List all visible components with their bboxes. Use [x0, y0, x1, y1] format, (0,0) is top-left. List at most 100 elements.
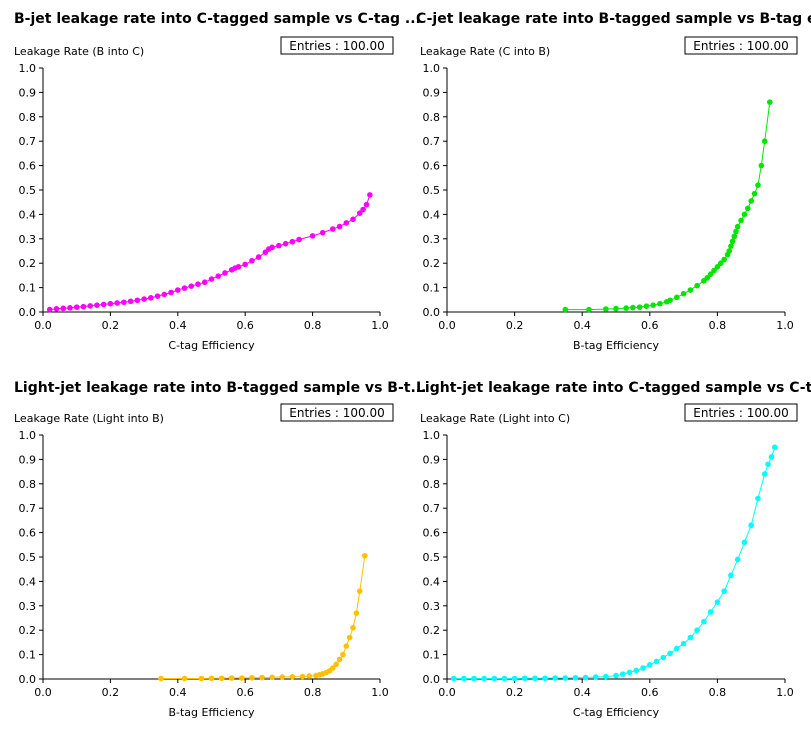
data-point: [141, 296, 147, 302]
data-point: [650, 302, 656, 308]
data-point: [269, 244, 275, 251]
data-point: [148, 295, 154, 301]
data-point: [748, 522, 754, 529]
x-tick-label: 0.6: [236, 319, 254, 332]
data-point: [333, 661, 339, 668]
data-point: [501, 675, 508, 682]
data-point: [674, 645, 680, 652]
data-point: [630, 304, 636, 311]
y-tick-label: 0.3: [19, 600, 37, 613]
data-point: [249, 257, 255, 264]
data-point: [687, 287, 694, 293]
entries-box: [684, 36, 798, 55]
data-point: [721, 588, 727, 594]
data-point: [356, 588, 363, 594]
y-tick-label: 0.7: [19, 502, 37, 515]
data-point: [279, 674, 286, 680]
chart-1: B-jet leakage rate into C-tagged sample …: [14, 11, 421, 352]
y-tick-label: 0.7: [423, 135, 441, 148]
data-point: [296, 236, 302, 243]
data-point: [353, 610, 360, 616]
data-point: [586, 306, 592, 313]
data-point: [450, 675, 457, 682]
data-point: [306, 673, 313, 679]
data-point: [728, 572, 734, 579]
x-tick-label: 0.2: [102, 686, 120, 699]
x-axis-title: B-tag Efficiency: [573, 339, 660, 352]
x-tick-label: 0.2: [506, 319, 524, 332]
x-tick-label: 0.6: [236, 686, 254, 699]
data-point: [46, 306, 53, 313]
data-point: [745, 205, 751, 212]
data-point: [728, 243, 734, 249]
y-tick-label: 0.4: [423, 575, 441, 588]
data-point: [582, 674, 589, 681]
data-point: [761, 138, 768, 144]
data-point: [768, 454, 775, 460]
data-point: [208, 276, 215, 282]
x-tick-label: 1.0: [371, 319, 389, 332]
data-point: [572, 674, 579, 681]
x-tick-label: 1.0: [371, 686, 389, 699]
data-point: [154, 293, 161, 299]
y-tick-label: 0.8: [19, 478, 37, 491]
data-point: [761, 471, 768, 477]
data-point: [653, 658, 660, 665]
data-point: [707, 609, 714, 615]
data-point: [367, 192, 373, 198]
data-point: [741, 539, 748, 546]
data-point: [362, 552, 368, 559]
data-point: [107, 300, 114, 307]
data-point: [701, 618, 707, 625]
data-point: [87, 303, 93, 309]
y-tick-label: 0.4: [19, 575, 37, 588]
y-tick-label: 0.1: [19, 282, 37, 295]
data-point: [80, 303, 87, 310]
data-point: [330, 665, 336, 671]
data-point: [168, 289, 174, 296]
data-point: [222, 270, 228, 276]
data-point: [613, 672, 619, 679]
data-point: [511, 675, 518, 682]
data-point: [755, 495, 761, 502]
data-point: [181, 675, 188, 682]
y-tick-label: 0.8: [19, 111, 37, 124]
data-point: [755, 182, 761, 188]
data-point: [175, 287, 181, 293]
data-point: [360, 206, 366, 213]
y-tick-label: 0.8: [423, 478, 441, 491]
data-point: [239, 675, 245, 681]
data-point: [765, 461, 771, 468]
data-point: [613, 305, 619, 312]
data-point: [680, 640, 687, 647]
y-tick-label: 1.0: [19, 429, 37, 442]
data-point: [114, 300, 120, 306]
x-tick-label: 0.8: [304, 686, 322, 699]
series-line: [565, 102, 771, 311]
y-tick-label: 0.6: [19, 527, 37, 540]
data-point: [340, 651, 346, 658]
data-point: [714, 264, 721, 270]
y-tick-label: 0.1: [423, 282, 441, 295]
chart-3: Light-jet leakage rate into B-tagged sam…: [14, 380, 426, 719]
x-tick-label: 0.4: [573, 319, 591, 332]
y-tick-label: 0.9: [423, 86, 441, 99]
y-tick-label: 0.4: [423, 208, 441, 221]
data-point: [158, 675, 164, 682]
data-point: [751, 190, 758, 197]
data-point: [694, 627, 700, 633]
y-tick-label: 0.2: [423, 257, 441, 270]
data-point: [289, 674, 296, 680]
y-tick-label: 0.3: [19, 233, 37, 246]
data-point: [94, 302, 100, 308]
x-tick-label: 1.0: [776, 319, 794, 332]
data-point: [647, 662, 653, 668]
data-point: [235, 264, 242, 270]
data-point: [552, 675, 558, 681]
data-point: [330, 226, 336, 232]
entries-label: Entries : 100.00: [693, 39, 788, 53]
y-axis-title: Leakage Rate (Light into C): [420, 412, 570, 425]
data-point: [734, 556, 741, 563]
y-tick-label: 0.5: [423, 551, 441, 564]
data-point: [350, 216, 356, 223]
